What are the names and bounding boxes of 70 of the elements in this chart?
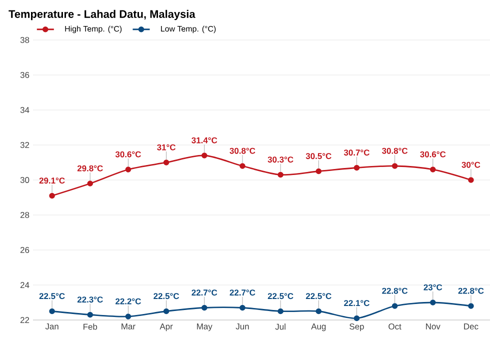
point (468, 177, 474, 183)
data-label: 31°C (157, 144, 176, 150)
x-tick-label: Jun (236, 324, 249, 330)
point (49, 192, 55, 199)
data-label: 30.7°C (344, 150, 370, 156)
point (163, 308, 170, 314)
y-tick-label: 30 (20, 177, 30, 183)
data-label: 31.4°C (192, 137, 218, 144)
y-tick-label: 34 (20, 107, 30, 113)
point (163, 160, 170, 166)
point (354, 164, 360, 171)
point (316, 168, 322, 174)
data-label: 22.7°C (192, 290, 218, 296)
x-tick-label: Jan (45, 324, 58, 330)
data-label: 22.5°C (268, 293, 294, 300)
data-label: 22.5°C (154, 293, 180, 300)
point (125, 314, 132, 320)
x-tick-label: Nov (426, 324, 440, 330)
point (430, 166, 436, 172)
point (316, 308, 322, 314)
x-tick-label: Sep (350, 324, 364, 332)
point (240, 304, 246, 311)
point (87, 180, 94, 186)
x-tick-label: Apr (160, 324, 173, 332)
data-label: 29.1°C (39, 178, 65, 184)
data-label: 22.5°C (306, 293, 332, 300)
data-label: 30.5°C (306, 153, 332, 160)
y-tick-label: 26 (20, 247, 30, 253)
y-tick-label: 32 (20, 142, 30, 148)
point (201, 304, 208, 311)
data-label: 30.8°C (382, 148, 408, 154)
y-tick-label: 36 (20, 72, 30, 78)
data-label: 22.1°C (344, 300, 370, 306)
data-label: 22.8°C (458, 288, 484, 294)
point (87, 312, 94, 318)
data-label: 29.8°C (77, 165, 103, 172)
y-tick-label: 38 (20, 37, 30, 43)
data-label: 30°C (462, 162, 480, 168)
data-label: 30.6°C (420, 151, 446, 158)
x-tick-label: Dec (464, 324, 478, 330)
point (125, 166, 132, 172)
point (201, 152, 208, 158)
y-tick-label: 28 (20, 212, 30, 218)
point (430, 300, 436, 306)
data-label: 22.2°C (116, 298, 141, 304)
x-tick-label: May (197, 324, 212, 332)
data-label: 22.5°C (39, 293, 65, 300)
data-label: 22.7°C (230, 290, 256, 296)
data-label: 22.8°C (382, 288, 408, 294)
data-label: 30.3°C (268, 156, 294, 163)
point (392, 303, 398, 309)
x-tick-label: Aug (311, 324, 326, 332)
data-label: 30.8°C (230, 148, 256, 154)
y-tick-label: 22 (20, 317, 30, 323)
data-label: 30.6°C (115, 151, 141, 158)
point (278, 308, 284, 314)
data-label: 22.3°C (77, 296, 103, 303)
point (354, 315, 360, 322)
x-tick-label: Oct (388, 324, 402, 330)
point (278, 172, 284, 178)
point (392, 163, 398, 169)
point (468, 303, 474, 309)
y-tick-label: 24 (20, 282, 30, 288)
point (240, 163, 246, 169)
x-tick-label: Feb (84, 324, 98, 330)
x-tick-label: Mar (122, 324, 136, 330)
point (49, 308, 55, 314)
chart-title: Temperature - Lahad Datu, Malaysia (8, 10, 196, 20)
x-tick-label: Jul (275, 324, 286, 330)
data-label: 23°C (424, 284, 442, 290)
